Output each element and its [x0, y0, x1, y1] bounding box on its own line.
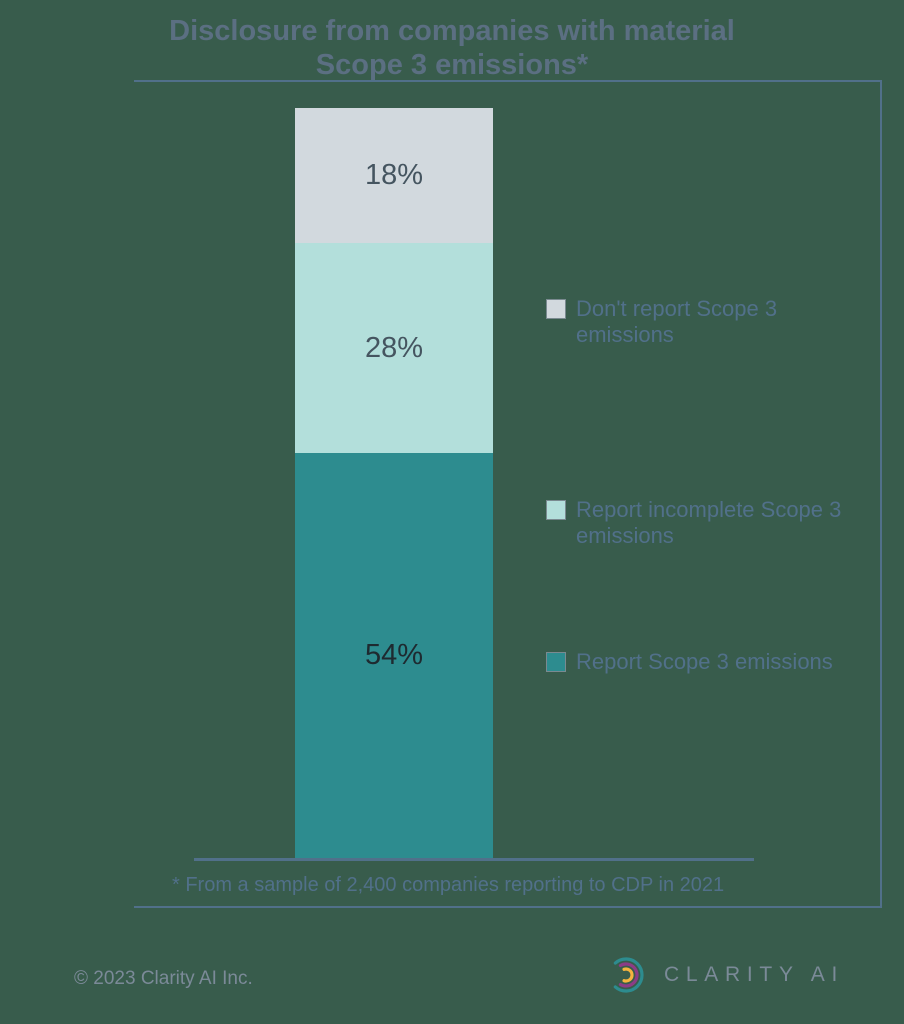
axis-baseline: [194, 858, 754, 861]
brand-name: CLARITY AI: [664, 963, 844, 987]
legend-swatch: [546, 299, 566, 319]
legend-item-none: Don't report Scope 3 emissions: [546, 296, 876, 349]
legend-swatch: [546, 652, 566, 672]
bar-segment-full: 54%: [295, 453, 493, 858]
legend-label: Report incomplete Scope 3 emissions: [576, 497, 876, 550]
bar-segment-none: 18%: [295, 108, 493, 243]
legend-swatch: [546, 500, 566, 520]
stacked-bar: 18% 28% 54%: [295, 108, 493, 858]
bar-segment-label: 54%: [365, 639, 423, 672]
chart-title: Disclosure from companies with material …: [0, 14, 904, 82]
brand: CLARITY AI: [606, 955, 844, 995]
copyright: © 2023 Clarity AI Inc.: [74, 968, 253, 990]
legend-label: Don't report Scope 3 emissions: [576, 296, 876, 349]
bar-segment-label: 28%: [365, 332, 423, 365]
legend-item-full: Report Scope 3 emissions: [546, 649, 876, 675]
brand-logo-icon: [606, 955, 646, 995]
legend-item-incomplete: Report incomplete Scope 3 emissions: [546, 497, 876, 550]
bar-segment-incomplete: 28%: [295, 243, 493, 453]
bar-segment-label: 18%: [365, 159, 423, 192]
legend-label: Report Scope 3 emissions: [576, 649, 833, 675]
chart-border: [134, 80, 882, 908]
chart-footnote: * From a sample of 2,400 companies repor…: [172, 874, 724, 897]
